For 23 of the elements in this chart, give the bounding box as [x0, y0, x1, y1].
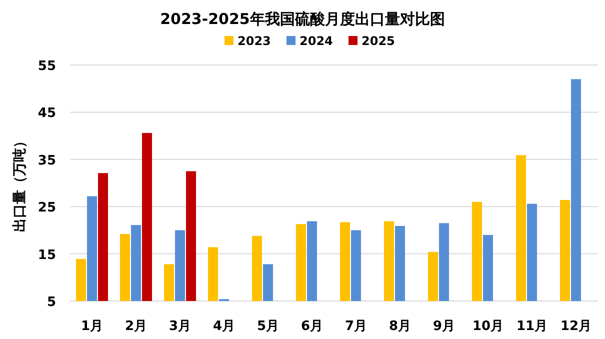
x-tick-label: 3月	[168, 319, 192, 334]
x-tick-label: 7月	[344, 319, 368, 334]
y-tick-label: 35	[38, 153, 56, 168]
y-tick-label: 5	[46, 295, 56, 310]
y-tick-label: 15	[38, 248, 56, 263]
legend-label: 2024	[300, 34, 333, 48]
x-tick-label: 2月	[124, 319, 148, 334]
x-tick-label: 4月	[212, 319, 236, 334]
y-tick-label: 25	[38, 200, 56, 216]
x-tick-label: 8月	[388, 319, 412, 334]
y-tick-label: 55	[38, 59, 56, 74]
x-tick-label: 12月	[560, 319, 592, 334]
chart-title: 2023-2025年我国硫酸月度出口量对比图	[160, 10, 445, 28]
y-tick-label: 45	[38, 106, 56, 122]
x-tick-label: 9月	[432, 319, 456, 334]
legend-label: 2025	[362, 34, 395, 48]
x-tick-label: 5月	[256, 319, 280, 334]
legend-label: 2023	[238, 34, 271, 48]
x-tick-label: 1月	[80, 319, 104, 334]
y-axis-title: 出口量（万吨）	[12, 134, 28, 232]
x-tick-label: 6月	[300, 319, 324, 334]
x-tick-label: 10月	[472, 319, 504, 334]
x-tick-label: 11月	[516, 319, 548, 334]
